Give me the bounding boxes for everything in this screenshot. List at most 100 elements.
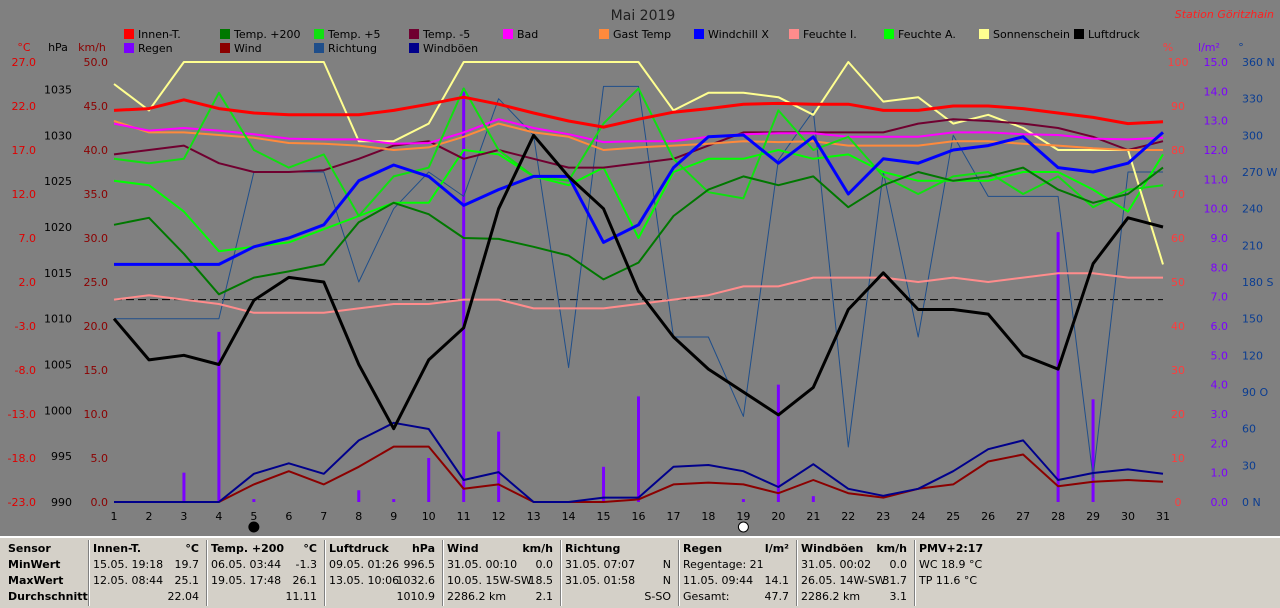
axis-unit-label: l/m² [1198, 41, 1220, 54]
series-line-temp-200 [113, 166, 1164, 296]
hpa-axis-tick: 1035 [44, 84, 72, 97]
hpa-axis-tick: 1010 [44, 313, 72, 326]
axes-layer: °C hPa km/h% l/m² ° -23.0 -18.0 -13.0 -8.0 -3.0 2.… [8, 41, 1277, 533]
stat-cell: 25.1 [174, 574, 200, 587]
stat-cell: 1010.9 [396, 590, 436, 603]
hpa-axis-tick: 995 [51, 450, 72, 463]
series-line-luftdruck [112, 133, 1164, 431]
direction-axis-tick: 330 [1242, 93, 1263, 106]
stat-cell: 26.05. 14W-SW [801, 574, 886, 587]
percent-axis-tick: 10 [1171, 452, 1185, 465]
new-moon-icon [248, 521, 260, 533]
x-tick: 15 [597, 510, 611, 523]
weather-chart: °C hPa km/h% l/m² ° -23.0 -18.0 -13.0 -8.0 -3.0 2.… [8, 8, 1277, 533]
direction-axis-tick: 360 N [1242, 56, 1275, 69]
stat-cell: 2.1 [535, 590, 554, 603]
x-tick: 22 [841, 510, 855, 523]
stat-cell: 18.5 [528, 574, 554, 587]
rain-axis-tick: 4.0 [1211, 379, 1229, 392]
series-line-gast-temp [113, 120, 1163, 151]
stat-cell: Luftdruck [329, 542, 389, 555]
rain-bar [637, 396, 640, 502]
kmh-axis-tick: 45.0 [84, 100, 109, 113]
percent-axis-tick: 70 [1171, 188, 1185, 201]
legend-label: Luftdruck [1088, 28, 1140, 41]
stat-cell: Regen [683, 542, 723, 555]
direction-axis-tick: 240 [1242, 203, 1263, 216]
series-line-sonnenschein [113, 61, 1164, 265]
kmh-axis-tick: 35.0 [84, 188, 109, 201]
direction-axis-tick: 270 W [1242, 166, 1277, 179]
legend-label: Temp. -5 [422, 28, 470, 41]
legend-label: Sonnenschein [993, 28, 1070, 41]
series-line-windböen [114, 421, 1164, 503]
direction-axis-tick: 150 [1242, 313, 1263, 326]
rain-bar [602, 466, 606, 502]
stats-separator [914, 540, 916, 606]
stat-cell: 19.7 [174, 558, 200, 571]
stats-separator [88, 540, 90, 606]
x-tick: 21 [806, 510, 820, 523]
stat-cell: 09.05. 01:26 [329, 558, 400, 571]
rain-bar [497, 431, 501, 502]
direction-axis-tick: 0 N [1242, 496, 1261, 509]
stat-cell: 26.1 [292, 574, 318, 587]
x-tick: 30 [1121, 510, 1135, 523]
stats-separator [560, 540, 562, 606]
kmh-axis-tick: 15.0 [84, 364, 109, 377]
stat-cell: 31.7 [882, 574, 908, 587]
stat-cell: N [662, 558, 671, 571]
temp-axis-tick: 12.0 [12, 188, 37, 201]
temp-axis-tick: 7.0 [19, 232, 37, 245]
stat-cell: 22.04 [167, 590, 200, 603]
x-tick: 31 [1156, 510, 1170, 523]
rain-axis-tick: 1.0 [1211, 467, 1229, 480]
stat-cell: S-SO [644, 590, 671, 603]
rain-axis-tick: 0.0 [1211, 496, 1229, 509]
x-tick: 2 [145, 510, 152, 523]
temp-axis-tick: 27.0 [12, 56, 37, 69]
stats-panel-4: Wind km/h 31.05. 00:10 0.0 10.05. 15W-SW 18.5… [447, 541, 557, 607]
hpa-axis-tick: 1030 [44, 129, 72, 142]
stats-separator [796, 540, 798, 606]
stats-panel-2: Temp. +200 °C 06.05. 03:44 -1.3 19.05. 17:48… [211, 541, 321, 607]
kmh-axis-tick: 40.0 [84, 144, 109, 157]
axis-unit-label: ° [1238, 41, 1244, 54]
stat-cell: Gesamt: [683, 590, 730, 603]
legend-swatch [124, 29, 134, 39]
legend-label: Windchill X [708, 28, 769, 41]
percent-axis-tick: 50 [1171, 276, 1185, 289]
stats-panel-1: Innen-T. °C 15.05. 19:18 19.7 12.05. 08:44 25… [93, 541, 203, 607]
legend-swatch [503, 29, 513, 39]
stats-panel-7: Windböen km/h 31.05. 00:02 0.0 26.05. 14W-SW… [801, 541, 911, 607]
legend-swatch [1074, 29, 1084, 39]
percent-axis-tick: 30 [1171, 364, 1185, 377]
stat-cell: 31.05. 01:58 [565, 574, 636, 587]
legend-label: Temp. +200 [233, 28, 301, 41]
stat-cell: 996.5 [403, 558, 436, 571]
direction-axis-tick: 300 [1242, 129, 1263, 142]
legend-swatch [979, 29, 989, 39]
stat-cell: PMV+2:17 [919, 542, 984, 555]
stats-panel-8: PMV+2:17 WC 18.9 °C TP 11.6 °C [919, 541, 1029, 607]
stat-cell: 2286.2 km [801, 590, 861, 603]
legend-label: Temp. +5 [327, 28, 381, 41]
rain-bar [182, 472, 186, 502]
legend-swatch [124, 43, 134, 53]
stat-cell: 31.05. 00:02 [801, 558, 872, 571]
stat-cell: TP 11.6 °C [919, 574, 978, 587]
rain-bar [357, 490, 361, 502]
stat-cell: hPa [411, 542, 435, 555]
axis-unit-label: % [1163, 41, 1173, 54]
percent-axis-tick: 20 [1171, 408, 1185, 421]
stat-cell: 14.1 [764, 574, 790, 587]
temp-axis-tick: -3.0 [15, 320, 36, 333]
legend-swatch [220, 43, 230, 53]
x-tick: 4 [215, 510, 222, 523]
stats-panel-5: Richtung 31.05. 07:07 N 31.05. 01:58 N S-SO [565, 541, 675, 607]
axis-unit-label: hPa [48, 41, 68, 54]
stat-cell: Richtung [565, 542, 621, 555]
legend-label: Feuchte A. [898, 28, 956, 41]
stat-cell: °C [303, 542, 317, 555]
stat-cell: 13.05. 10:06 [329, 574, 400, 587]
